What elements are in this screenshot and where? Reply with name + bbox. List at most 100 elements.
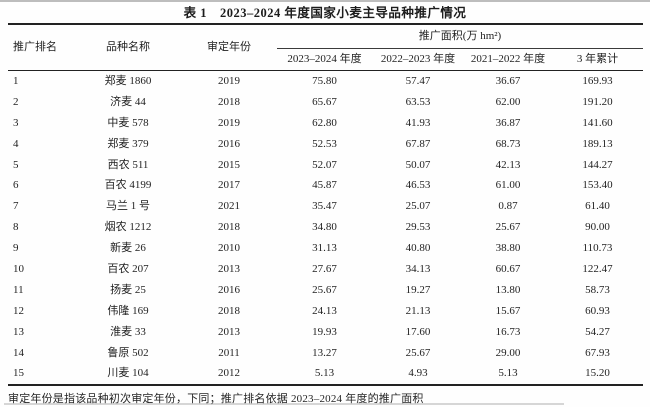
rank-cell: 14	[13, 346, 24, 359]
col-header-rank: 推广排名	[8, 24, 75, 71]
table-row: 7 马兰 1 号 2021 35.47 25.07 0.87 61.40	[8, 196, 643, 217]
area-3yr-total-cell: 15.20	[585, 367, 610, 380]
area-3yr-total-cell: 141.60	[582, 116, 613, 129]
table-row: 6 百农 4199 2017 45.87 46.53 61.00 153.40	[8, 175, 643, 196]
year-cell: 2016	[218, 137, 240, 150]
col-header-2023-2024: 2023–2024 年度	[277, 48, 372, 71]
year-cell: 2018	[218, 304, 240, 317]
area-2022-2023-cell: 4.93	[408, 367, 428, 380]
year-cell: 2010	[218, 242, 240, 255]
rank-cell: 11	[13, 283, 24, 296]
area-2023-2024-cell: 52.53	[312, 137, 337, 150]
rank-cell: 10	[13, 262, 24, 275]
variety-cell: 鲁原 502	[107, 346, 149, 359]
area-2023-2024-cell: 34.80	[312, 221, 337, 234]
rank-cell: 3	[13, 116, 19, 129]
year-cell: 2017	[218, 179, 240, 192]
area-2023-2024-cell: 13.27	[312, 346, 337, 359]
area-2021-2022-cell: 16.73	[495, 325, 521, 338]
area-2022-2023-cell: 40.80	[405, 242, 431, 255]
variety-cell: 伟隆 169	[107, 304, 149, 317]
table-row: 12 伟隆 169 2018 24.13 21.13 15.67 60.93	[8, 301, 643, 322]
table-row: 15 川麦 104 2012 5.13 4.93 5.13 15.20	[8, 363, 643, 385]
area-3yr-total-cell: 122.47	[582, 262, 613, 275]
table-row: 13 淮麦 33 2013 19.93 17.60 16.73 54.27	[8, 322, 643, 343]
table-row: 5 西农 511 2015 52.07 50.07 42.13 144.27	[8, 155, 643, 176]
area-2022-2023-cell: 34.13	[405, 262, 431, 275]
area-2023-2024-cell: 25.67	[312, 283, 337, 296]
rank-cell: 6	[13, 179, 19, 192]
area-2022-2023-cell: 19.27	[405, 283, 431, 296]
rank-cell: 7	[13, 200, 19, 213]
table-footnote: 审定年份是指该品种初次审定年份，下同；推广排名依据 2023–2024 年度的推…	[8, 393, 424, 406]
area-3yr-total-cell: 67.93	[585, 346, 610, 359]
col-header-2021-2022: 2021–2022 年度	[464, 48, 552, 71]
rank-cell: 1	[13, 74, 19, 87]
area-2022-2023-cell: 25.07	[405, 200, 431, 213]
cropped-next-line-artifact	[4, 403, 564, 405]
year-cell: 2021	[218, 200, 240, 213]
rank-cell: 4	[13, 137, 19, 150]
rank-cell: 12	[13, 304, 24, 317]
area-2023-2024-cell: 52.07	[312, 158, 337, 171]
table-row: 4 郑麦 379 2016 52.53 67.87 68.73 189.13	[8, 134, 643, 155]
year-cell: 2019	[218, 74, 240, 87]
col-header-2022-2023: 2022–2023 年度	[372, 48, 464, 71]
year-cell: 2011	[218, 346, 240, 359]
year-cell: 2016	[218, 283, 240, 296]
area-2022-2023-cell: 17.60	[405, 325, 431, 338]
variety-cell: 马兰 1 号	[106, 200, 150, 213]
variety-cell: 新麦 26	[110, 242, 146, 255]
area-3yr-total-cell: 191.20	[582, 95, 613, 108]
area-3yr-total-cell: 61.40	[585, 200, 610, 213]
variety-cell: 郑麦 1860	[104, 74, 152, 87]
area-2023-2024-cell: 24.13	[312, 304, 337, 317]
table-row: 2 济麦 44 2018 65.67 63.53 62.00 191.20	[8, 92, 643, 113]
rank-cell: 9	[13, 242, 19, 255]
area-2021-2022-cell: 61.00	[495, 179, 521, 192]
area-3yr-total-cell: 144.27	[582, 158, 613, 171]
area-2023-2024-cell: 5.13	[314, 367, 335, 380]
area-2023-2024-cell: 31.13	[312, 242, 337, 255]
table-body: 1 郑麦 1860 2019 75.80 57.47 36.67 169.93 …	[8, 71, 643, 386]
area-3yr-total-cell: 189.13	[582, 137, 613, 150]
table-row: 8 烟农 1212 2018 34.80 29.53 25.67 90.00	[8, 217, 643, 238]
table-row: 10 百农 207 2013 27.67 34.13 60.67 122.47	[8, 259, 643, 280]
promotion-table: 推广排名 品种名称 审定年份 推广面积(万 hm²) 2023–2024 年度 …	[8, 23, 643, 387]
year-cell: 2015	[218, 158, 240, 171]
area-2021-2022-cell: 29.00	[495, 346, 521, 359]
area-2022-2023-cell: 63.53	[405, 95, 431, 108]
area-2021-2022-cell: 36.87	[495, 116, 521, 129]
area-2021-2022-cell: 5.13	[498, 367, 518, 380]
area-2022-2023-cell: 67.87	[405, 137, 431, 150]
area-2022-2023-cell: 57.47	[405, 74, 431, 87]
area-2021-2022-cell: 25.67	[495, 221, 521, 234]
area-3yr-total-cell: 110.73	[582, 242, 613, 255]
variety-cell: 淮麦 33	[110, 325, 146, 338]
col-header-3yr-total: 3 年累计	[552, 48, 643, 71]
area-2021-2022-cell: 38.80	[495, 242, 521, 255]
variety-cell: 扬麦 25	[110, 283, 146, 296]
area-2021-2022-cell: 13.80	[495, 283, 521, 296]
variety-cell: 中麦 578	[107, 116, 149, 129]
rank-cell: 5	[13, 158, 19, 171]
table-header: 推广排名 品种名称 审定年份 推广面积(万 hm²) 2023–2024 年度 …	[8, 24, 643, 71]
area-3yr-total-cell: 54.27	[585, 325, 610, 338]
area-2023-2024-cell: 62.80	[312, 116, 337, 129]
area-2022-2023-cell: 46.53	[405, 179, 431, 192]
area-2023-2024-cell: 75.80	[312, 74, 337, 87]
year-cell: 2018	[218, 221, 240, 234]
page-top-divider	[0, 0, 650, 2]
area-2021-2022-cell: 62.00	[495, 95, 521, 108]
rank-cell: 15	[13, 367, 24, 380]
col-header-approval-year: 审定年份	[181, 24, 277, 71]
variety-cell: 百农 207	[107, 262, 149, 275]
area-2021-2022-cell: 42.13	[495, 158, 521, 171]
area-2022-2023-cell: 25.67	[405, 346, 431, 359]
area-2023-2024-cell: 35.47	[312, 200, 337, 213]
area-2023-2024-cell: 19.93	[312, 325, 337, 338]
col-header-area-group: 推广面积(万 hm²)	[277, 24, 643, 49]
area-2021-2022-cell: 36.67	[495, 74, 521, 87]
year-cell: 2018	[218, 95, 240, 108]
